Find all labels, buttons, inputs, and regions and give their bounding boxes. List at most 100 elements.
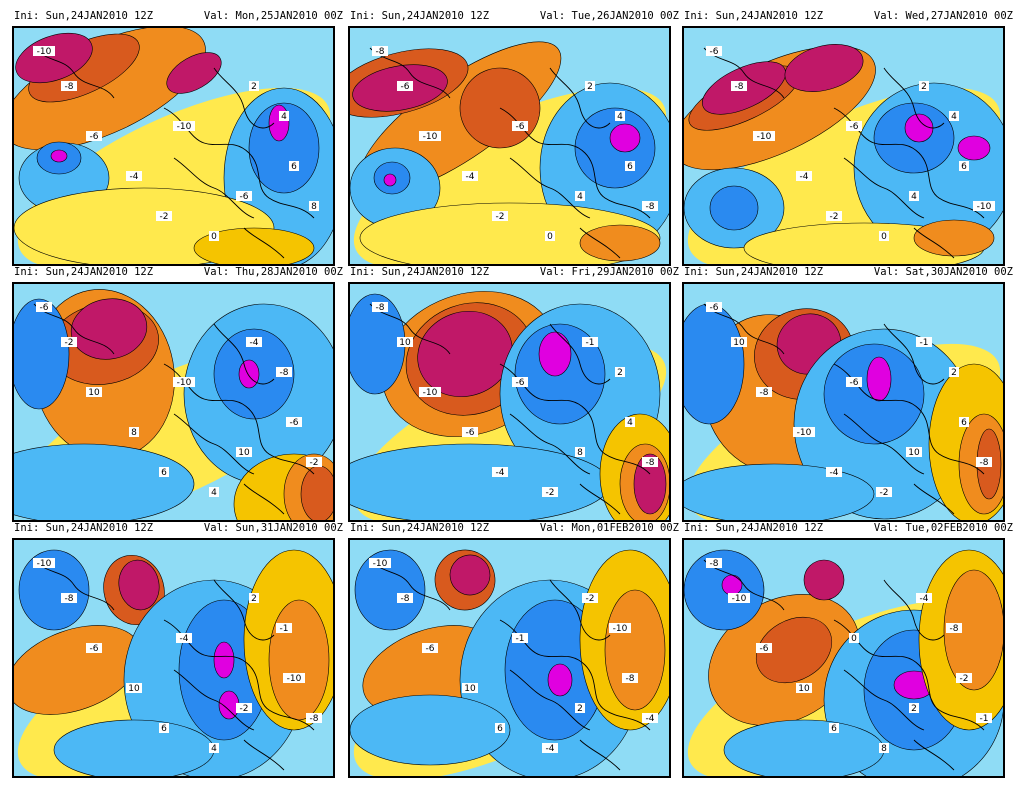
init-time-label: Ini: Sun,24JAN2010 12Z (684, 522, 824, 534)
contour-label: -8 (276, 367, 292, 378)
contour-label-text: -2 (160, 212, 169, 222)
contour-label-text: -10 (977, 202, 992, 212)
contour-label: -8 (622, 673, 638, 684)
contour-label-text: -10 (373, 559, 388, 569)
contour-label: 10 (126, 683, 142, 694)
contour-region (417, 310, 513, 398)
contour-label: -1 (512, 633, 528, 644)
contour-region (18, 549, 90, 631)
panel-header: Ini: Sun,24JAN2010 12Z Val: Mon,01FEB2010… (348, 520, 683, 536)
contour-label-text: -10 (177, 378, 192, 388)
contour-label-text: 8 (131, 428, 137, 438)
contour-label: -4 (462, 171, 478, 182)
contour-label-text: -4 (130, 172, 139, 182)
contour-label-text: -6 (850, 378, 859, 388)
contour-label: 2 (585, 81, 595, 92)
map-canvas: -8 -6 -10 -4 -2 0 2 4 6 -8 -6 4 (350, 28, 669, 264)
contour-label: -4 (176, 633, 192, 644)
contour-label: 4 (615, 111, 625, 122)
contour-label-text: -10 (423, 132, 438, 142)
contour-label-text: -4 (180, 634, 189, 644)
map-canvas: -6 -2 10 8 6 4 -4 -8 -6 -2 -10 10 (14, 284, 333, 520)
init-time-label: Ini: Sun,24JAN2010 12Z (350, 266, 490, 278)
coastline (883, 579, 945, 641)
coastline (33, 559, 115, 611)
valid-time-label: Val: Tue,26JAN2010 00Z (539, 10, 679, 22)
coastline (499, 107, 651, 219)
contour-label: 10 (86, 387, 102, 398)
contour-label-text: -8 (280, 368, 289, 378)
contour-label-text: -8 (980, 458, 989, 468)
contour-label-text: -4 (466, 172, 475, 182)
contour-label-text: -4 (800, 172, 809, 182)
contour-region (53, 719, 215, 776)
contour-label: 4 (625, 417, 635, 428)
coastline (703, 559, 785, 611)
contour-label-text: -8 (710, 559, 719, 569)
contour-label: -10 (369, 558, 391, 569)
contour-label: -6 (86, 643, 102, 654)
contour-label-text: -6 (90, 644, 99, 654)
contour-label-text: 4 (911, 192, 917, 202)
contour-label-text: -8 (65, 594, 74, 604)
valid-time-label: Val: Mon,01FEB2010 00Z (539, 522, 679, 534)
contour-label-text: 10 (238, 448, 250, 458)
coastline (213, 579, 275, 641)
contour-region (14, 443, 195, 520)
contour-label: -4 (916, 593, 932, 604)
contour-label: -8 (642, 457, 658, 468)
contour-label-text: -8 (760, 388, 769, 398)
panel-header: Ini: Sun,24JAN2010 12Z Val: Sun,31JAN2010… (12, 520, 347, 536)
contour-label-text: -10 (423, 388, 438, 398)
contour-label-text: -6 (401, 82, 410, 92)
temperature-map: -8 10 -10 -6 -4 -2 -1 2 4 -8 -6 8 (348, 282, 671, 522)
valid-time-label: Val: Mon,25JAN2010 00Z (203, 10, 343, 22)
map-canvas: -6 10 -8 -10 -4 -2 -1 2 6 -8 -6 10 (684, 284, 1003, 520)
contour-region (684, 463, 875, 520)
contour-region (268, 104, 290, 142)
coastline (509, 669, 591, 731)
temperature-map: -8 -6 -10 -4 -2 0 2 4 6 -8 -6 4 (348, 26, 671, 266)
contour-label-text: 2 (617, 368, 623, 378)
coastline (549, 579, 611, 641)
contour-label-text: -8 (626, 674, 635, 684)
contour-label: -4 (642, 713, 658, 724)
contour-label-text: 10 (798, 684, 810, 694)
contour-label: -6 (86, 131, 102, 142)
contour-region (866, 356, 892, 402)
coastline (369, 47, 451, 99)
coastline (703, 47, 785, 99)
contour-label-text: 4 (211, 488, 217, 498)
contour-label-text: 6 (831, 724, 837, 734)
contour-label: 8 (309, 201, 319, 212)
contour-label: -10 (973, 201, 995, 212)
contour-region (118, 559, 160, 611)
contour-label-text: -2 (546, 488, 555, 498)
coastline (509, 413, 591, 475)
contour-region (803, 559, 845, 601)
contour-label: 4 (575, 191, 585, 202)
contour-label-text: -10 (732, 594, 747, 604)
contour-label-text: -10 (757, 132, 772, 142)
coastline (173, 157, 255, 219)
contour-label-text: 0 (211, 232, 217, 242)
contour-label: -10 (283, 673, 305, 684)
contour-region (15, 32, 93, 84)
panel-header: Ini: Sun,24JAN2010 12Z Val: Thu,28JAN2010… (12, 264, 347, 280)
contour-label: -6 (36, 302, 52, 313)
contour-label: -2 (236, 703, 252, 714)
contour-label: -8 (397, 593, 413, 604)
contour-label: -6 (286, 417, 302, 428)
contour-label: 4 (209, 487, 219, 498)
coastline (579, 227, 621, 259)
contour-label: -6 (706, 46, 722, 57)
coastline (843, 413, 925, 475)
contour-label: 6 (159, 467, 169, 478)
contour-label: -10 (419, 131, 441, 142)
contour-label-text: 10 (88, 388, 100, 398)
contour-label-text: 4 (627, 418, 633, 428)
contour-label: 10 (236, 447, 252, 458)
contour-label-text: -6 (516, 122, 525, 132)
contour-label-text: 4 (211, 744, 217, 754)
contour-label-text: 0 (851, 634, 857, 644)
